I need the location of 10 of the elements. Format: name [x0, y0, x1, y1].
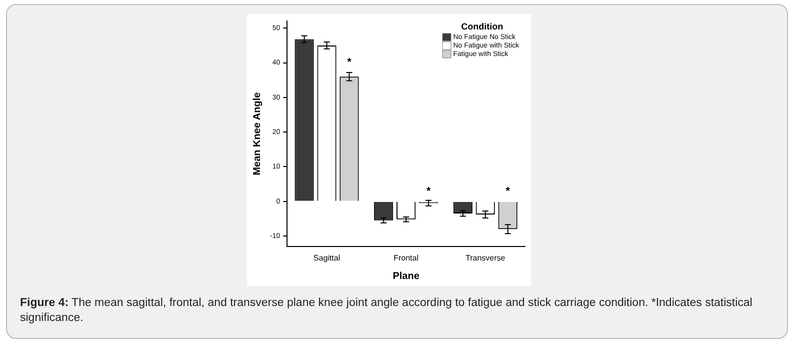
legend-title: Condition	[461, 22, 504, 32]
y-axis-title: Mean Knee Angle	[252, 92, 263, 176]
caption: Figure 4: The mean sagittal, frontal, and transverse plane knee joint angle according to fatigue and stick carriage condition. *Indicates statistical significance.	[20, 296, 754, 326]
annotation: *	[347, 56, 352, 69]
x-tick-label: Transverse	[465, 253, 506, 262]
annotation: *	[426, 185, 432, 198]
x-tick-label: Sagittal	[313, 253, 340, 262]
x-axis-title: Plane	[392, 270, 420, 282]
annotation: *	[506, 185, 511, 198]
x-tick-label: Frontal	[394, 253, 419, 262]
